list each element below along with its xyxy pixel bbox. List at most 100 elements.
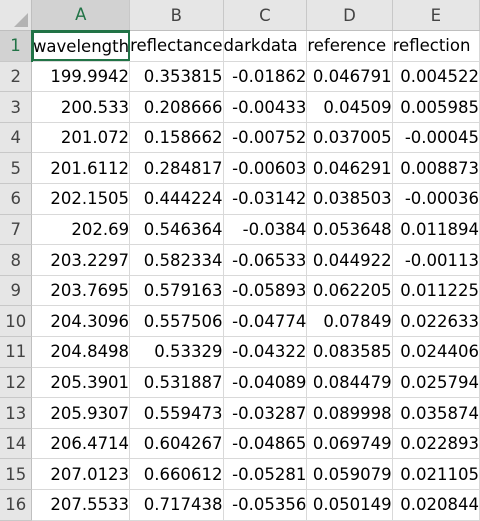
cell-d[interactable]: 0.038503 [306,183,393,215]
cell-e[interactable]: -0.00036 [392,183,480,215]
column-header-c[interactable]: C [223,0,308,32]
cell-c[interactable]: -0.05281 [223,458,308,490]
row-header[interactable]: 7 [0,214,33,246]
cell-d[interactable]: 0.083585 [306,336,393,368]
cell-d[interactable]: 0.050149 [306,489,393,521]
cell-e[interactable]: 0.020844 [392,489,480,521]
cell-b[interactable]: 0.284817 [129,152,224,185]
cell-a[interactable]: 201.072 [31,122,131,154]
cell-c[interactable]: -0.0384 [223,214,308,246]
row-header[interactable]: 3 [0,91,33,123]
select-all-button[interactable] [0,0,33,32]
cell-d[interactable]: 0.04509 [306,91,393,123]
cell-e[interactable]: 0.008873 [392,152,480,185]
column-header-a[interactable]: A [31,0,131,32]
cell-e[interactable]: -0.00113 [392,244,480,276]
cell-e[interactable]: 0.011894 [392,214,480,246]
cell-b[interactable]: 0.717438 [129,489,224,521]
cell-d[interactable]: 0.053648 [306,214,393,246]
cell-b[interactable]: 0.604267 [129,428,224,460]
cell-c[interactable]: -0.04774 [223,305,308,338]
cell-a1[interactable]: wavelength [31,30,131,62]
row-header[interactable]: 16 [0,489,33,521]
row-header[interactable]: 14 [0,428,33,460]
cell-a[interactable]: 199.9942 [31,61,131,93]
cell-e[interactable]: 0.022893 [392,428,480,460]
cell-a[interactable]: 207.5533 [31,489,131,521]
cell-e[interactable]: 0.011225 [392,275,480,307]
row-header[interactable]: 11 [0,336,33,368]
cell-c[interactable]: -0.03287 [223,397,308,429]
cell-c[interactable]: -0.00433 [223,91,308,123]
cell-e[interactable]: -0.00045 [392,122,480,154]
cell-e[interactable]: 0.021105 [392,458,480,490]
cell-a[interactable]: 202.1505 [31,183,131,215]
cell-d[interactable]: 0.089998 [306,397,393,429]
cell-d[interactable]: 0.046291 [306,152,393,185]
cell-a[interactable]: 203.7695 [31,275,131,307]
cell-c[interactable]: -0.04322 [223,336,308,368]
cell-d[interactable]: 0.059079 [306,458,393,490]
cell-b[interactable]: 0.579163 [129,275,224,307]
cell-b[interactable]: 0.660612 [129,458,224,490]
cell-b1[interactable]: reflectance [129,30,224,62]
cell-d1[interactable]: reference [306,30,393,62]
cell-d[interactable]: 0.084479 [306,367,393,399]
cell-c[interactable]: -0.06533 [223,244,308,276]
cell-a[interactable]: 200.533 [31,91,131,123]
row-header[interactable]: 12 [0,367,33,399]
cell-b[interactable]: 0.546364 [129,214,224,246]
cell-b[interactable]: 0.444224 [129,183,224,215]
cell-c[interactable]: -0.00603 [223,152,308,185]
row-header[interactable]: 8 [0,244,33,276]
cell-c[interactable]: -0.03142 [223,183,308,215]
row-header[interactable]: 15 [0,458,33,490]
column-header-b[interactable]: B [129,0,224,32]
cell-a[interactable]: 202.69 [31,214,131,246]
row-header[interactable]: 6 [0,183,33,215]
cell-b[interactable]: 0.353815 [129,61,224,93]
cell-e[interactable]: 0.022633 [392,305,480,338]
cell-e[interactable]: 0.035874 [392,397,480,429]
cell-c[interactable]: -0.05356 [223,489,308,521]
cell-a[interactable]: 203.2297 [31,244,131,276]
cell-c1[interactable]: darkdata [223,30,308,62]
cell-d[interactable]: 0.037005 [306,122,393,154]
cell-e[interactable]: 0.024406 [392,336,480,368]
column-header-d[interactable]: D [306,0,393,32]
cell-b[interactable]: 0.208666 [129,91,224,123]
cell-a[interactable]: 205.3901 [31,367,131,399]
cell-a[interactable]: 205.9307 [31,397,131,429]
row-header[interactable]: 2 [0,61,33,93]
cell-e[interactable]: 0.025794 [392,367,480,399]
cell-c[interactable]: -0.05893 [223,275,308,307]
cell-b[interactable]: 0.53329 [129,336,224,368]
row-header[interactable]: 1 [0,30,33,62]
cell-d[interactable]: 0.046791 [306,61,393,93]
row-header[interactable]: 10 [0,305,33,338]
row-header[interactable]: 4 [0,122,33,154]
cell-c[interactable]: -0.04865 [223,428,308,460]
cell-e1[interactable]: reflection [392,30,480,62]
cell-d[interactable]: 0.069749 [306,428,393,460]
cell-d[interactable]: 0.062205 [306,275,393,307]
cell-a[interactable]: 207.0123 [31,458,131,490]
cell-a[interactable]: 201.6112 [31,152,131,185]
cell-d[interactable]: 0.044922 [306,244,393,276]
cell-e[interactable]: 0.005985 [392,91,480,123]
cell-b[interactable]: 0.158662 [129,122,224,154]
cell-c[interactable]: -0.00752 [223,122,308,154]
cell-b[interactable]: 0.531887 [129,367,224,399]
row-header[interactable]: 9 [0,275,33,307]
cell-a[interactable]: 204.8498 [31,336,131,368]
row-header[interactable]: 5 [0,152,33,185]
cell-b[interactable]: 0.582334 [129,244,224,276]
cell-d[interactable]: 0.07849 [306,305,393,338]
cell-a[interactable]: 206.4714 [31,428,131,460]
cell-a[interactable]: 204.3096 [31,305,131,338]
row-header[interactable]: 13 [0,397,33,429]
cell-b[interactable]: 0.557506 [129,305,224,338]
cell-e[interactable]: 0.004522 [392,61,480,93]
cell-c[interactable]: -0.04089 [223,367,308,399]
cell-c[interactable]: -0.01862 [223,61,308,93]
